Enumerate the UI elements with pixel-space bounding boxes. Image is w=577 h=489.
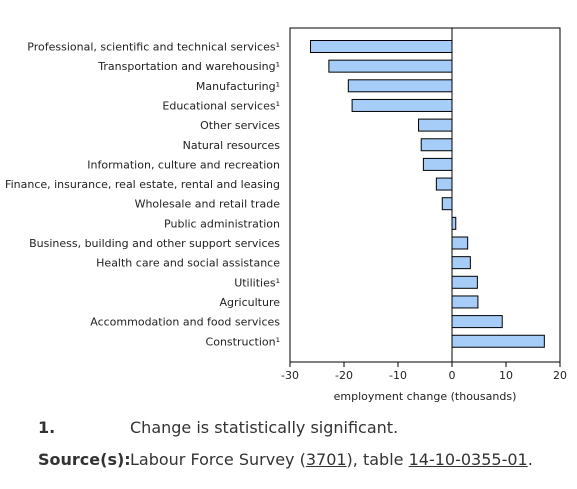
source-text: Labour Force Survey (3701), table 14-10-…: [130, 450, 533, 469]
category-label: Other services: [200, 119, 280, 132]
bar: [451, 256, 471, 270]
bar: [451, 315, 503, 329]
x-tick-label: -30: [281, 369, 299, 382]
category-label: Utilities¹: [234, 276, 280, 289]
bar: [422, 157, 453, 171]
category-label: Business, building and other support ser…: [29, 237, 280, 250]
x-tick-label: -20: [335, 369, 353, 382]
bar-chart-svg: Professional, scientific and technical s…: [5, 27, 567, 403]
chart: Professional, scientific and technical s…: [5, 27, 567, 403]
bar: [347, 79, 453, 93]
category-label: Natural resources: [183, 139, 281, 152]
table-link[interactable]: 14-10-0355-01: [408, 450, 528, 469]
source-row: Source(s): Labour Force Survey (3701), t…: [38, 450, 568, 482]
bar: [451, 295, 479, 309]
bar: [351, 98, 453, 112]
source-prefix: Labour Force Survey (: [130, 450, 306, 469]
category-label: Professional, scientific and technical s…: [27, 41, 280, 54]
category-label: Information, culture and recreation: [87, 158, 280, 171]
plot-frame: [289, 27, 561, 363]
category-label: Public administration: [164, 217, 280, 230]
bar: [418, 118, 453, 132]
category-label: Health care and social assistance: [96, 257, 280, 270]
x-tick-label: 0: [449, 369, 456, 382]
bar: [328, 59, 453, 73]
footnote-text: Change is statistically significant.: [130, 418, 399, 437]
source-middle: ), table: [346, 450, 409, 469]
category-label: Agriculture: [220, 296, 281, 309]
category-label: Manufacturing¹: [196, 80, 280, 93]
category-label: Accommodation and food services: [90, 316, 280, 329]
bar: [451, 334, 545, 348]
bar: [310, 40, 453, 53]
bar: [420, 138, 453, 152]
footnotes: 1. Change is statistically significant. …: [38, 418, 568, 482]
source-key: Source(s):: [38, 450, 131, 469]
footnote-key: 1.: [38, 418, 56, 437]
category-label: Wholesale and retail trade: [135, 198, 281, 211]
x-tick-label: -10: [389, 369, 407, 382]
x-tick-label: 20: [553, 369, 567, 382]
x-axis-title: employment change (thousands): [334, 390, 517, 403]
survey-link[interactable]: 3701: [305, 450, 347, 469]
bar: [441, 197, 453, 211]
category-label: Transportation and warehousing¹: [97, 60, 280, 73]
footnote-row: 1. Change is statistically significant.: [38, 418, 568, 450]
bar: [451, 275, 478, 289]
bar: [451, 236, 469, 250]
bar: [435, 177, 453, 191]
category-label: Finance, insurance, real estate, rental …: [5, 178, 280, 191]
x-tick-label: 10: [499, 369, 513, 382]
source-suffix: .: [527, 450, 533, 469]
bar: [451, 216, 457, 230]
category-label: Construction¹: [206, 335, 280, 348]
category-label: Educational services¹: [162, 99, 280, 112]
